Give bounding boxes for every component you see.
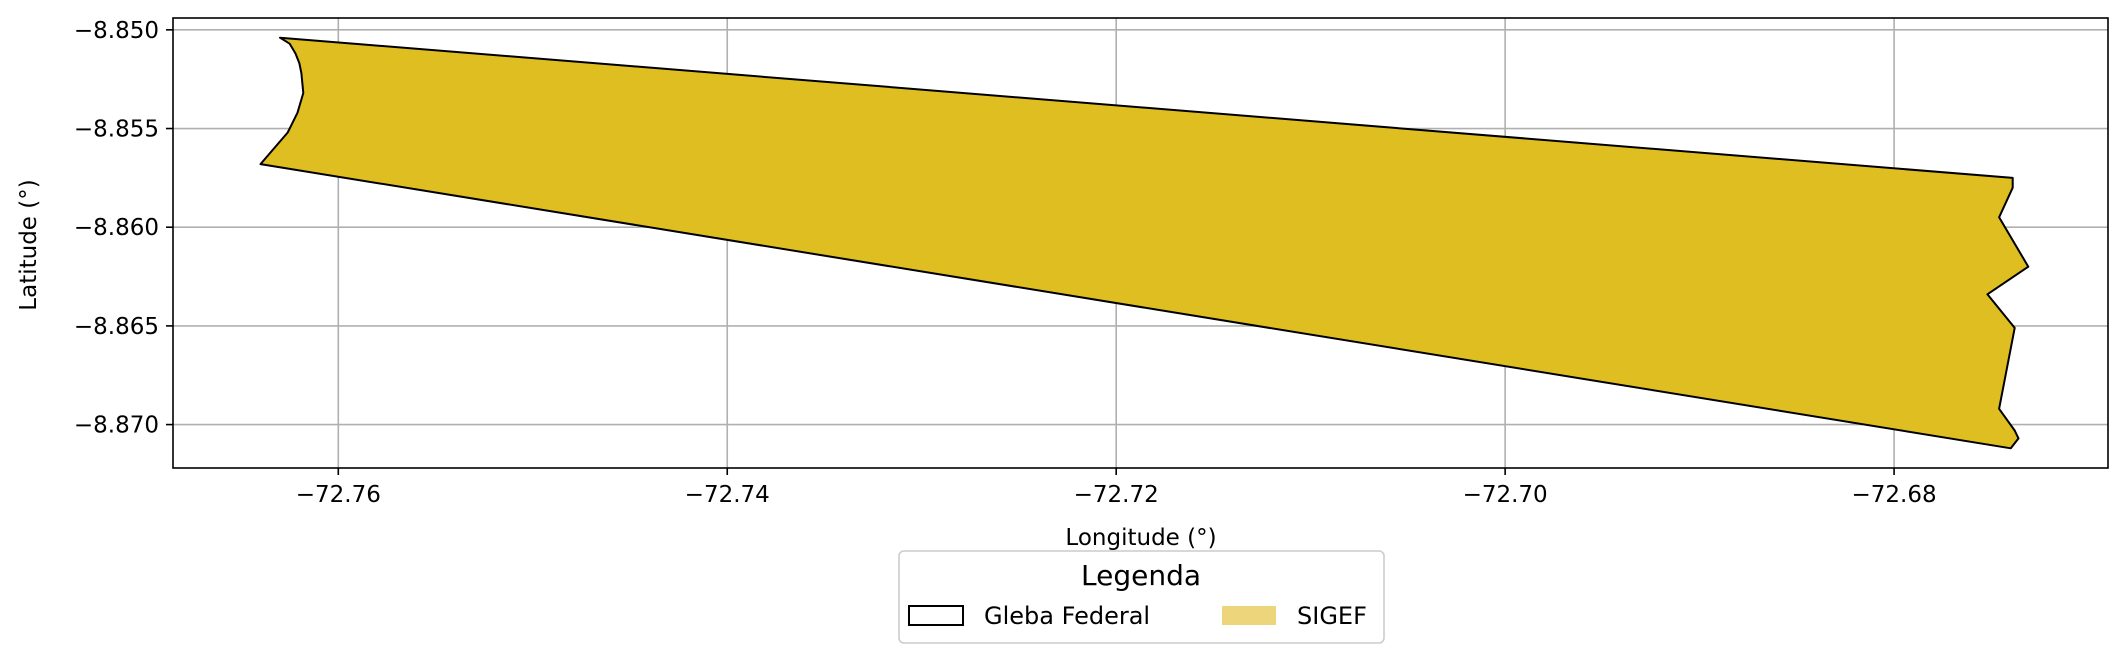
sigef-polygon <box>259 36 2030 450</box>
legend: Legenda Gleba Federal SIGEF <box>898 550 1385 644</box>
y-axis-label: Latitude (°) <box>16 179 42 310</box>
y-tick-label: −8.865 <box>74 314 159 340</box>
polygon-layer <box>259 36 2030 450</box>
legend-swatch-sigef <box>1222 606 1276 625</box>
legend-label-sigef: SIGEF <box>1297 602 1367 630</box>
y-tick-label: −8.855 <box>74 117 159 143</box>
legend-title: Legenda <box>1081 559 1201 592</box>
x-tick-label: −72.70 <box>1463 482 1548 508</box>
x-ticks: −72.76 −72.74 −72.72 −72.70 −72.68 <box>296 468 1937 508</box>
x-tick-label: −72.68 <box>1852 482 1937 508</box>
x-tick-label: −72.74 <box>685 482 770 508</box>
legend-swatch-gleba-federal <box>908 605 964 626</box>
y-ticks: −8.850 −8.855 −8.860 −8.865 −8.870 <box>74 18 173 439</box>
x-tick-label: −72.76 <box>296 482 381 508</box>
axes-frame <box>172 17 2109 469</box>
x-axis-label: Longitude (°) <box>1065 525 1216 551</box>
legend-label-gleba-federal: Gleba Federal <box>984 602 1150 630</box>
y-tick-label: −8.870 <box>74 413 159 439</box>
y-tick-label: −8.860 <box>74 215 159 241</box>
y-tick-label: −8.850 <box>74 18 159 44</box>
x-tick-label: −72.72 <box>1074 482 1159 508</box>
